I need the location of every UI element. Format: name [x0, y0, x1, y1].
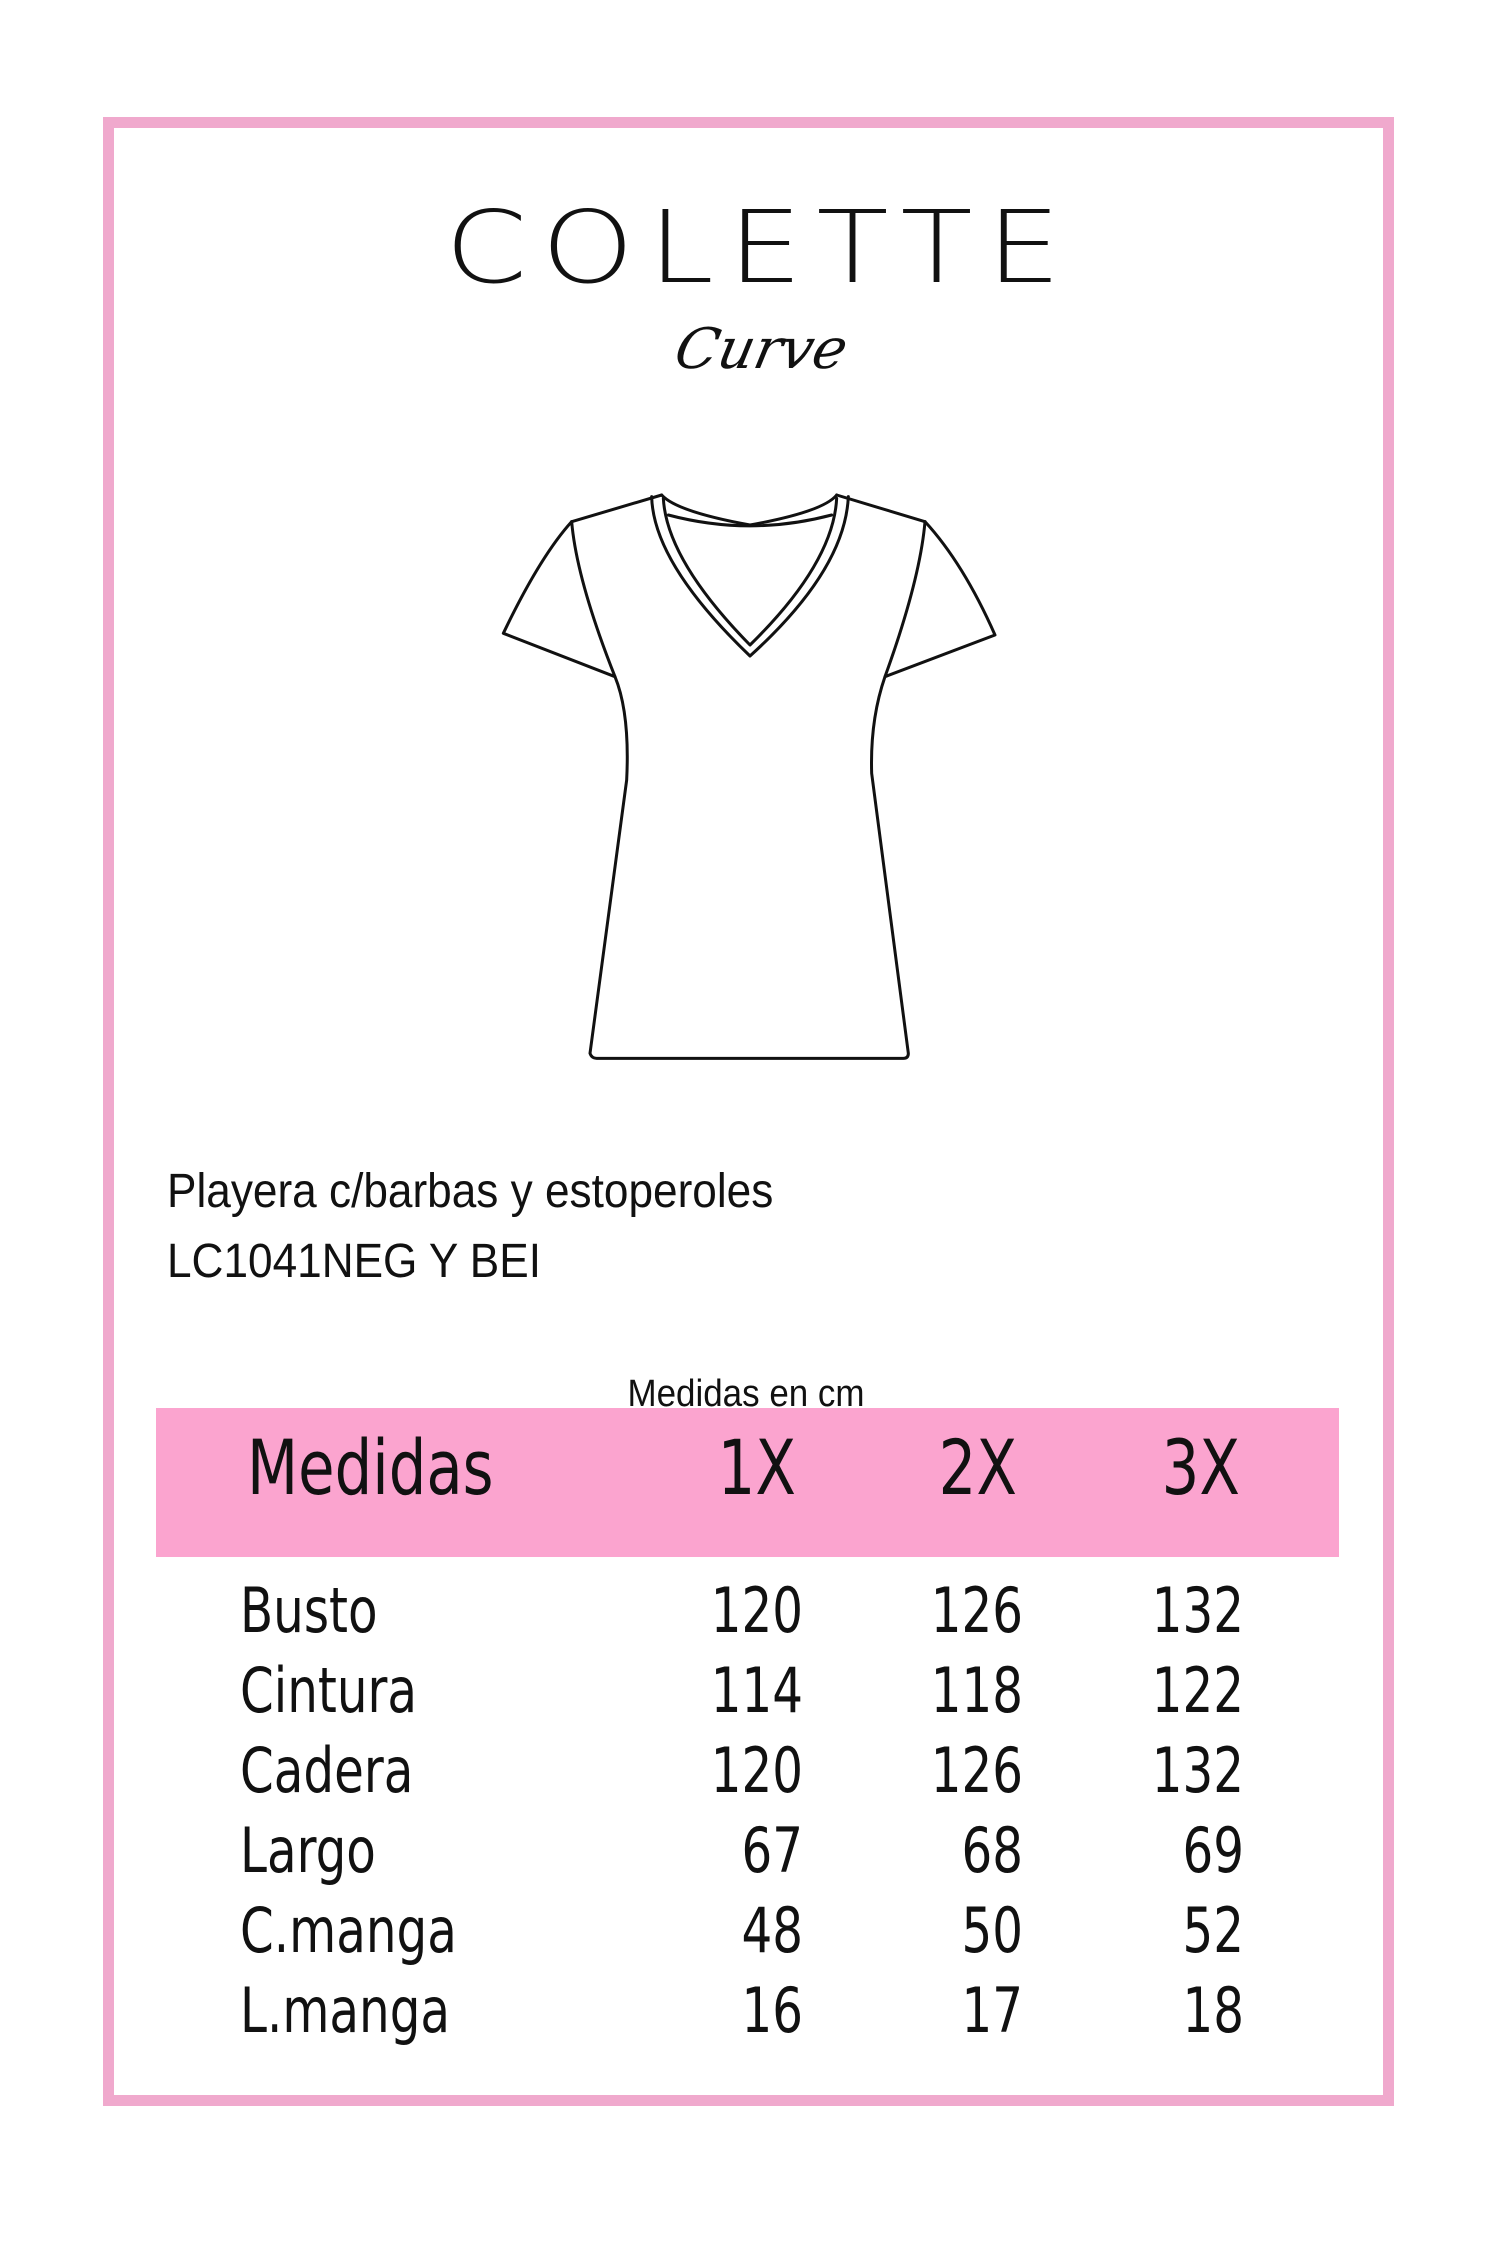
- row-label: L.manga: [240, 1974, 451, 2047]
- cell-3x: 132: [1151, 1734, 1244, 1807]
- units-note: Medidas en cm: [627, 1373, 865, 1415]
- left-sleeve-seam: [570, 520, 617, 679]
- cell-3x: 132: [1151, 1574, 1244, 1647]
- product-name: Playera c/barbas y estoperoles: [167, 1165, 774, 1218]
- cell-2x: 17: [961, 1974, 1023, 2047]
- tshirt-illustration: [501, 493, 997, 1060]
- cell-3x: 18: [1182, 1974, 1244, 2047]
- cell-2x: 68: [961, 1814, 1023, 1887]
- cell-3x: 69: [1182, 1814, 1244, 1887]
- cell-1x: 48: [741, 1894, 803, 1967]
- brand-logo: COLETTE: [444, 188, 1076, 306]
- v-neck-inner: [661, 496, 839, 647]
- cell-3x: 52: [1182, 1894, 1244, 1967]
- cell-2x: 126: [930, 1734, 1023, 1807]
- product-code: LC1041NEG Y BEI: [167, 1235, 541, 1288]
- cell-1x: 120: [710, 1574, 803, 1647]
- brand-sub-logo: Curve: [669, 317, 854, 382]
- cell-2x: 126: [930, 1574, 1023, 1647]
- cell-2x: 50: [961, 1894, 1023, 1967]
- header-measures: Medidas: [247, 1423, 494, 1512]
- row-label: Cadera: [240, 1734, 414, 1807]
- page-frame: [103, 117, 1394, 2106]
- right-sleeve-seam: [883, 520, 927, 679]
- table-header-band: [156, 1408, 1339, 1557]
- back-neck-inner: [666, 513, 834, 528]
- header-size-1x: 1X: [717, 1423, 796, 1512]
- header-size-3x: 3X: [1161, 1423, 1240, 1512]
- row-label: C.manga: [240, 1894, 457, 1967]
- v-neck-outer: [650, 495, 850, 658]
- shirt-outline: [501, 493, 997, 1060]
- row-label: Largo: [240, 1814, 376, 1887]
- cell-1x: 16: [741, 1974, 803, 2047]
- row-label: Busto: [240, 1574, 378, 1647]
- cell-3x: 122: [1151, 1654, 1244, 1727]
- cell-1x: 67: [741, 1814, 803, 1887]
- cell-1x: 120: [710, 1734, 803, 1807]
- header-size-2x: 2X: [938, 1423, 1017, 1512]
- cell-1x: 114: [710, 1654, 803, 1727]
- row-label: Cintura: [240, 1654, 417, 1727]
- cell-2x: 118: [930, 1654, 1023, 1727]
